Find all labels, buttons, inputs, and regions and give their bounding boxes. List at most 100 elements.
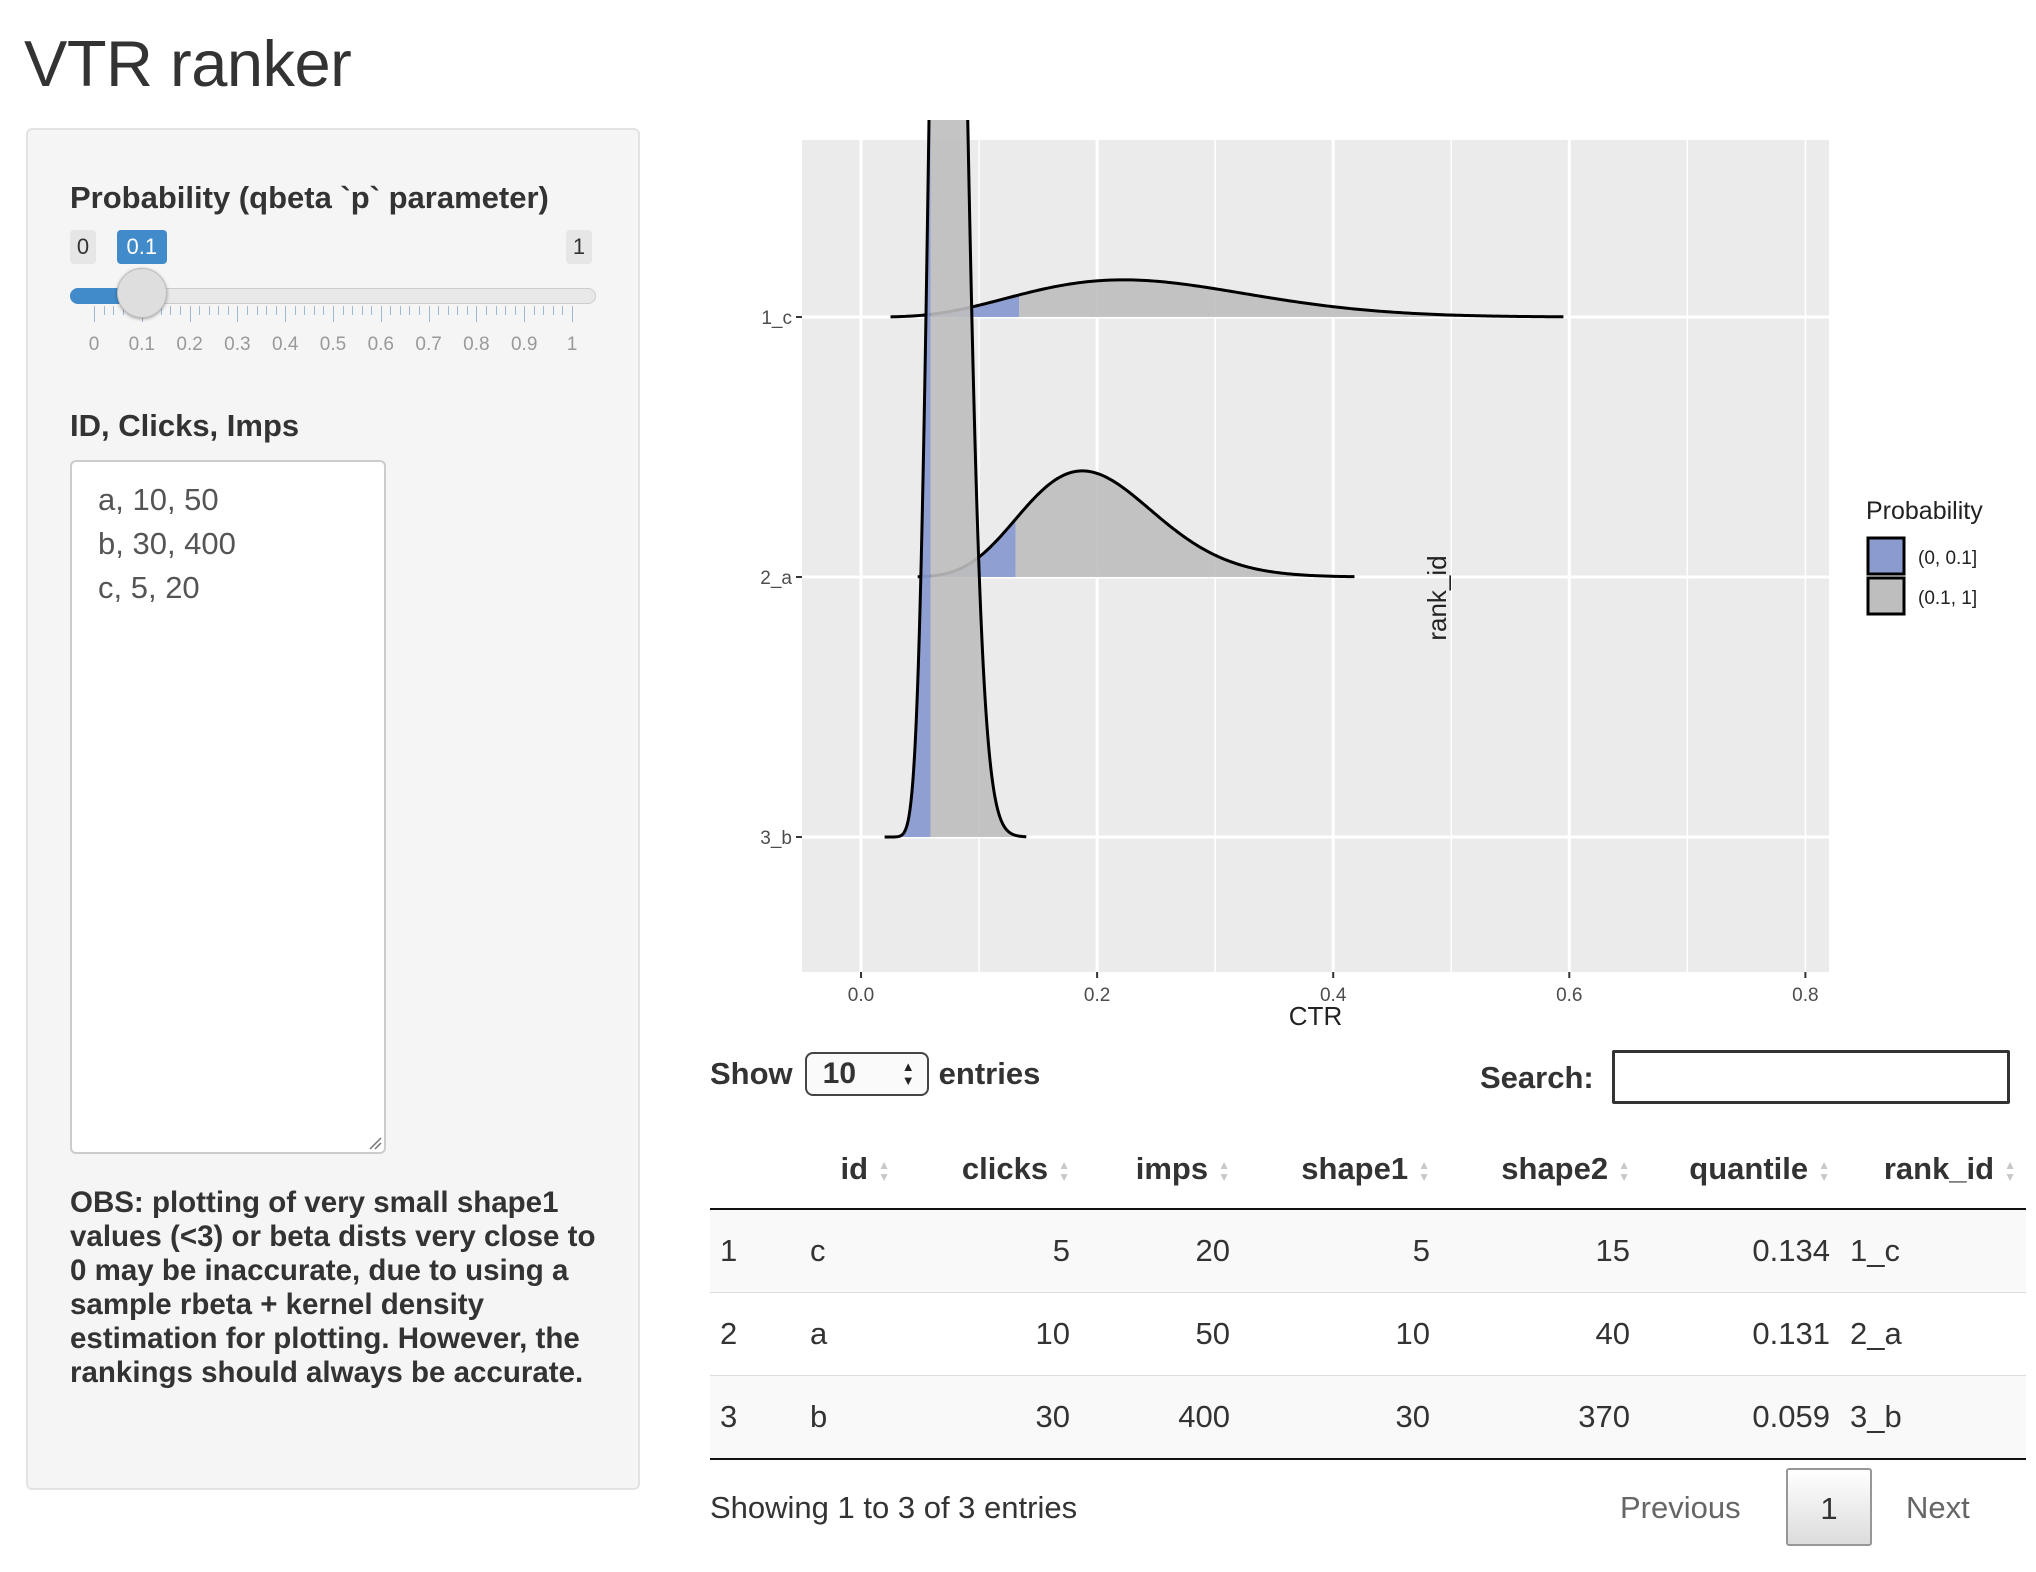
x-tick-label: 0.0 [848, 985, 874, 1006]
ridge-area-high-1_c [1019, 279, 1564, 317]
slider-grid-label: 0.7 [415, 334, 442, 355]
slider-tick-major [572, 306, 573, 322]
probability-slider[interactable]: 0 1 0.1 0 0.1 0.2 0.3 0.4 0.5 0.6 0.7 0.8 0.9 1 [70, 230, 600, 360]
cell-rank-id: 1_c [1840, 1209, 2026, 1293]
cell-clicks: 10 [900, 1292, 1080, 1376]
slider-tick-minor [199, 306, 201, 315]
slider-tick-minor [275, 306, 277, 315]
slider-tick-minor [342, 306, 344, 315]
column-header-index[interactable] [710, 1130, 800, 1210]
column-header-shape2[interactable]: shape2 ▲ ▼ [1440, 1130, 1640, 1210]
slider-tick-minor [533, 306, 535, 315]
y-tick-label: 1_c [761, 308, 792, 329]
slider-tick-major [428, 306, 430, 322]
table-row[interactable]: 2 a 10 50 10 40 0.131 2_a [710, 1292, 2026, 1376]
ridge-area-high-2_a [1015, 470, 1355, 577]
ridge-line-1_c [890, 278, 1564, 319]
cell-quantile: 0.059 [1640, 1375, 1840, 1460]
cell-shape1: 5 [1240, 1209, 1440, 1293]
column-header-shape1[interactable]: shape1 ▲ ▼ [1240, 1130, 1440, 1210]
slider-tick-minor [170, 306, 172, 315]
slider-tick-minor [313, 306, 315, 315]
table-row[interactable]: 3 b 30 400 30 370 0.059 3_b [710, 1375, 2026, 1460]
length-control: Show 10 ▲ ▼ entries [710, 1052, 1040, 1096]
entries-label: entries [938, 1056, 1041, 1091]
cell-shape1: 10 [1240, 1292, 1440, 1376]
page-length-value: 10 [822, 1057, 857, 1090]
slider-tick-minor [514, 306, 516, 315]
slider-tick-minor [246, 306, 248, 315]
select-arrows-icon: ▲ ▼ [901, 1059, 915, 1088]
page-1-button[interactable]: 1 [1786, 1468, 1872, 1546]
x-tick-label: 0.4 [1320, 985, 1347, 1006]
page-length-select[interactable]: 10 ▲ ▼ [804, 1052, 929, 1096]
cell-quantile: 0.134 [1640, 1209, 1840, 1293]
x-axis-title: CTR [1289, 1001, 1342, 1031]
cell-id: b [800, 1375, 900, 1460]
slider-grid-label: 0.5 [319, 334, 347, 355]
sort-icon: ▲ ▼ [1618, 1157, 1630, 1184]
slider-tick-minor [266, 306, 268, 315]
slider-label: Probability (qbeta `p` parameter) [70, 180, 549, 215]
ridgeline-plot: 1_c 2_a 3_b 0.0 0.2 0.4 0.6 0.8 CTR rank_id Pr… [760, 120, 1983, 1031]
legend-label-low: (0, 0.1] [1918, 548, 1977, 569]
textarea-label: ID, Clicks, Imps [70, 408, 300, 443]
cell-id: c [800, 1209, 900, 1293]
slider-tick-major [94, 306, 95, 322]
slider-tick-minor [562, 306, 564, 315]
column-header-id[interactable]: id ▲ ▼ [800, 1130, 900, 1210]
resize-handle-icon[interactable] [368, 1136, 382, 1150]
y-axis: 1_c 2_a 3_b [760, 308, 802, 849]
ridge-line-2_a [917, 469, 1355, 579]
slider-tick-minor [113, 306, 115, 315]
column-header-imps[interactable]: imps ▲ ▼ [1080, 1130, 1240, 1210]
cell-imps: 20 [1080, 1209, 1240, 1293]
legend-label-high: (0.1, 1] [1918, 588, 1977, 609]
cell-rank-id: 2_a [1840, 1292, 2026, 1376]
slider-grid-label: 0.9 [510, 334, 538, 355]
slider-tick-major [524, 306, 526, 322]
x-tick-label: 0.2 [1084, 985, 1110, 1006]
observation-note: OBS: plotting of very small shape1 value… [70, 1186, 596, 1389]
sort-icon: ▲ ▼ [1218, 1157, 1230, 1184]
sort-icon: ▲ ▼ [878, 1157, 890, 1184]
legend-swatch-high [1866, 576, 1906, 616]
search-label: Search: [1480, 1060, 1594, 1095]
previous-page-button[interactable]: Previous [1620, 1490, 1741, 1525]
column-header-rank-id[interactable]: rank_id ▲ ▼ [1840, 1130, 2026, 1210]
slider-tick-minor [103, 306, 105, 315]
slider-tick-minor [361, 306, 363, 315]
slider-tick-minor [208, 306, 210, 315]
slider-tick-minor [227, 306, 229, 315]
cell-shape2: 370 [1440, 1375, 1640, 1460]
slider-max-label: 1 [566, 230, 592, 264]
slider-tick-minor [304, 306, 306, 315]
slider-grid-label: 0.8 [463, 334, 490, 355]
slider-tick-major [333, 306, 334, 322]
cell-shape1: 30 [1240, 1375, 1440, 1460]
slider-grid-label: 0.2 [176, 334, 203, 355]
cell-quantile: 0.131 [1640, 1292, 1840, 1376]
legend-title: Probability [1866, 497, 1983, 525]
slider-tick-minor [323, 306, 325, 315]
slider-tick-minor [438, 306, 440, 315]
slider-tick-minor [256, 306, 258, 315]
slider-tick-minor [409, 306, 411, 315]
slider-grid-label: 0.4 [271, 334, 299, 355]
x-tick-label: 0.8 [1792, 985, 1818, 1006]
next-page-button[interactable]: Next [1906, 1490, 1970, 1525]
page-title: VTR ranker [24, 27, 352, 100]
slider-tick-minor [447, 306, 449, 315]
slider-handle[interactable] [116, 268, 167, 318]
column-header-quantile[interactable]: quantile ▲ ▼ [1640, 1130, 1840, 1210]
cell-index: 3 [710, 1375, 800, 1460]
id-clicks-imps-textarea[interactable]: a, 10, 50 b, 30, 400 c, 5, 20 [70, 460, 386, 1154]
cell-clicks: 5 [900, 1209, 1080, 1293]
y-tick-label: 3_b [760, 828, 792, 849]
slider-grid-label: 0.6 [367, 334, 395, 355]
search-input[interactable] [1612, 1050, 2010, 1104]
cell-imps: 400 [1080, 1375, 1240, 1460]
column-header-clicks[interactable]: clicks ▲ ▼ [900, 1130, 1080, 1210]
table-row[interactable]: 1 c 5 20 5 15 0.134 1_c [710, 1209, 2026, 1293]
slider-tick-minor [294, 306, 296, 315]
